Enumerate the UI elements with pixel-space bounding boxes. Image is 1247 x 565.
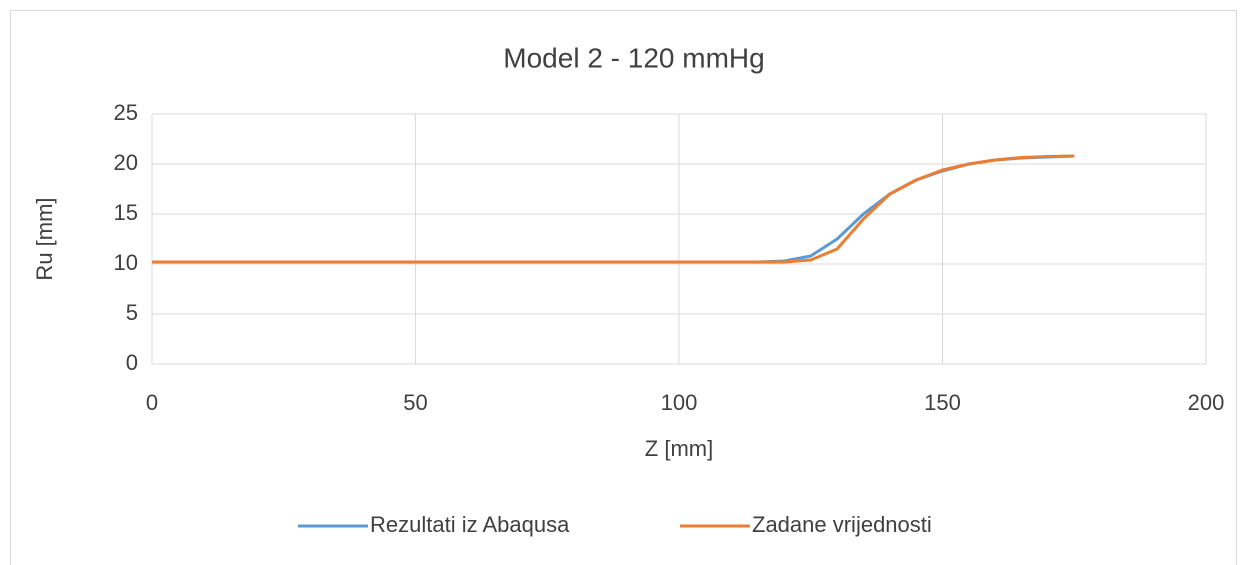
chart-frame [10,10,1237,565]
y-tick-label: 15 [114,200,138,225]
y-tick-label: 10 [114,250,138,275]
x-axis-label: Z [mm] [645,436,713,461]
y-axis-label: Ru [mm] [32,197,57,280]
x-tick-label: 150 [924,390,961,415]
legend-label: Rezultati iz Abaqusa [370,512,570,537]
series-line [152,154,1075,264]
x-tick-label: 50 [403,390,427,415]
y-tick-label: 5 [126,300,138,325]
y-tick-label: 25 [114,100,138,125]
y-tick-label: 0 [126,350,138,375]
x-tick-label: 200 [1188,390,1225,415]
x-tick-label: 100 [661,390,698,415]
y-tick-label: 20 [114,150,138,175]
legend-label: Zadane vrijednosti [752,512,932,537]
chart-title: Model 2 - 120 mmHg [503,42,764,73]
x-tick-label: 0 [146,390,158,415]
